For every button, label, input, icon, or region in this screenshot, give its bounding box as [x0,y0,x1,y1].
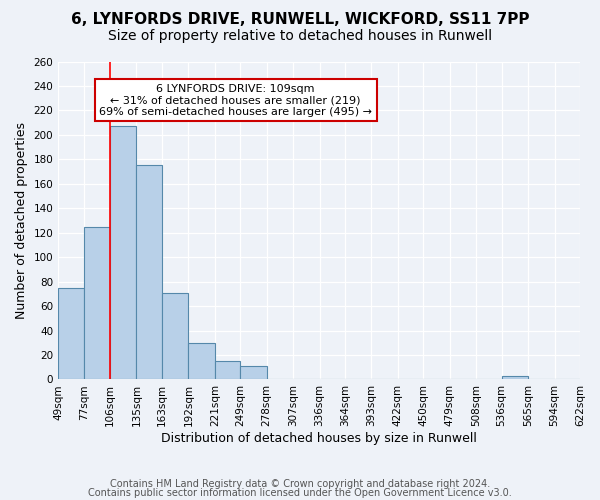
Bar [215,361,241,380]
Bar [502,376,528,380]
Text: 6 LYNFORDS DRIVE: 109sqm
← 31% of detached houses are smaller (219)
69% of semi-: 6 LYNFORDS DRIVE: 109sqm ← 31% of detach… [99,84,372,117]
Text: Contains public sector information licensed under the Open Government Licence v3: Contains public sector information licen… [88,488,512,498]
Bar [188,343,215,380]
Bar [162,292,188,380]
Bar [241,366,267,380]
Bar [136,166,162,380]
Text: Contains HM Land Registry data © Crown copyright and database right 2024.: Contains HM Land Registry data © Crown c… [110,479,490,489]
X-axis label: Distribution of detached houses by size in Runwell: Distribution of detached houses by size … [161,432,477,445]
Y-axis label: Number of detached properties: Number of detached properties [15,122,28,319]
Text: Size of property relative to detached houses in Runwell: Size of property relative to detached ho… [108,29,492,43]
Bar [58,288,83,380]
Bar [83,226,110,380]
Bar [110,126,136,380]
Text: 6, LYNFORDS DRIVE, RUNWELL, WICKFORD, SS11 7PP: 6, LYNFORDS DRIVE, RUNWELL, WICKFORD, SS… [71,12,529,28]
